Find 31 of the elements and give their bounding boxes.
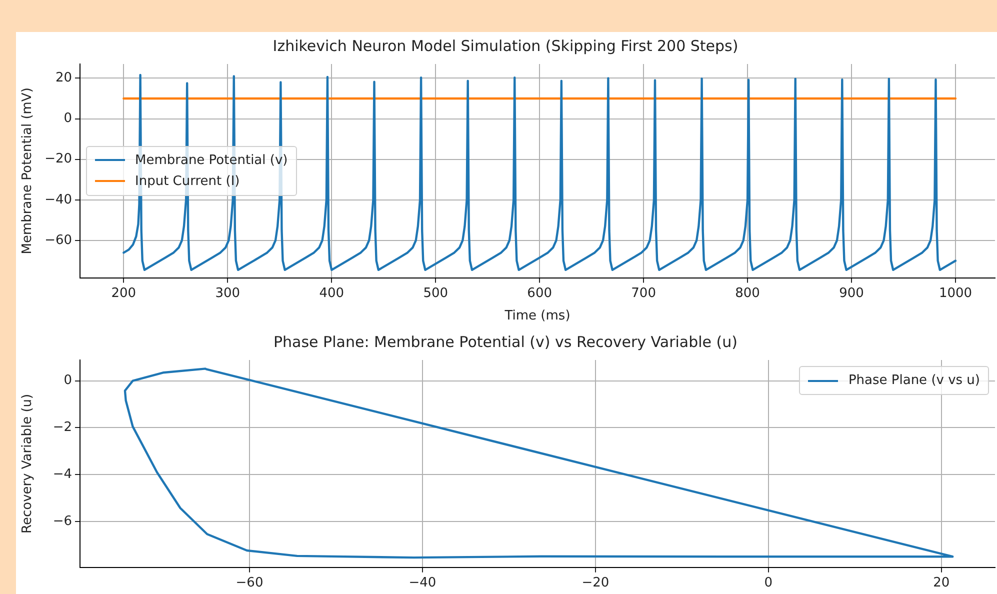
legend-label: Membrane Potential (v)	[135, 152, 288, 168]
x-tick-label: 300	[215, 286, 240, 301]
x-tick-label: 400	[319, 286, 344, 301]
x-tick-label: 20	[933, 576, 950, 591]
y-tick-label: −4	[52, 466, 72, 482]
x-tick-label: 700	[631, 286, 656, 301]
y-axis-title: Membrane Potential (mV)	[20, 88, 36, 254]
x-tick-label: −40	[408, 576, 436, 591]
chart-title: Izhikevich Neuron Model Simulation (Skipping First 200 Steps)	[272, 36, 738, 55]
y-axis-title: Recovery Variable (u)	[20, 394, 36, 534]
legend-label: Phase Plane (v vs u)	[848, 373, 980, 388]
x-tick-label: 900	[839, 286, 864, 301]
y-tick-label: −60	[44, 232, 72, 248]
legend-label: Input Current (I)	[135, 174, 240, 189]
x-tick-label: 800	[735, 286, 760, 301]
y-tick-label: −2	[52, 420, 72, 436]
x-tick-label: −60	[236, 576, 264, 591]
x-tick-label: 600	[527, 286, 552, 301]
chart-title: Phase Plane: Membrane Potential (v) vs Recovery Variable (u)	[273, 332, 738, 351]
x-axis-title: Time (ms)	[504, 308, 570, 324]
x-tick-label: 1000	[938, 286, 972, 301]
y-tick-label: 20	[55, 70, 72, 86]
y-tick-label: 0	[64, 111, 72, 126]
x-tick-label: 200	[111, 286, 136, 301]
x-tick-label: −20	[582, 576, 610, 591]
y-tick-label: −6	[52, 514, 72, 529]
x-tick-label: 500	[423, 286, 448, 301]
x-tick-label: 0	[764, 576, 773, 591]
y-tick-label: −40	[44, 192, 72, 208]
y-tick-label: −20	[44, 152, 72, 167]
y-tick-label: 0	[64, 373, 72, 388]
